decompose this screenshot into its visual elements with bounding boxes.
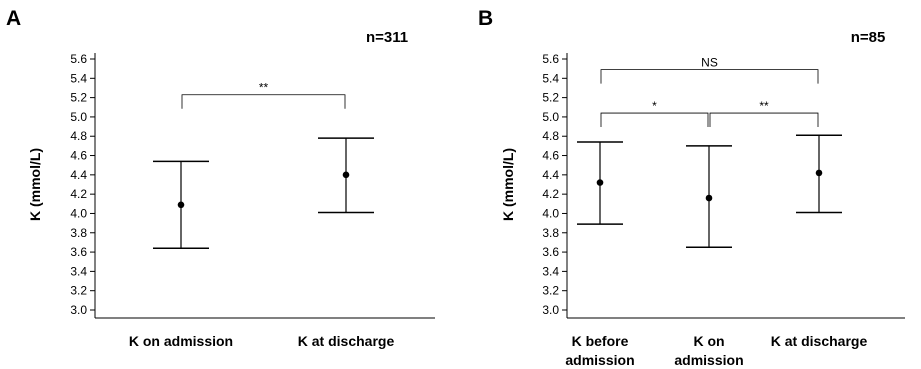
y-tick-label: 5.2 (70, 91, 87, 105)
panel-label: B (478, 7, 493, 30)
y-tick-label: 4.2 (70, 187, 87, 201)
sample-size-label: n=311 (366, 29, 408, 46)
y-tick-label: 3.6 (70, 245, 87, 259)
x-category-label: K before (572, 333, 629, 349)
x-category-label: K at discharge (298, 333, 395, 349)
significance-bracket (181, 94, 346, 109)
significance-label: ** (759, 99, 769, 113)
significance-bracket (600, 112, 709, 128)
y-tick-label: 4.4 (70, 168, 87, 182)
mean-point (342, 171, 350, 179)
panel-label: A (6, 7, 21, 30)
chart-panel-a: An=311 K (mmol/L) 3.0 3.2 3.4 3.6 3.8 4.0 4.2 4.4… (6, 7, 435, 349)
y-tick-label: 4.6 (542, 149, 559, 163)
y-tick-label: 3.2 (542, 284, 559, 298)
y-tick-label: 4.6 (70, 149, 87, 163)
x-category-label: K at discharge (771, 333, 868, 349)
mean-point (177, 201, 185, 209)
y-tick-label: 5.6 (70, 52, 87, 66)
chart-panel-b: Bn=85 K (mmol/L) 3.0 3.2 3.4 3.6 3.8 4.0 4.2 4.4 4… (478, 7, 905, 368)
y-tick-label: 4.0 (70, 206, 87, 220)
y-tick-label: 4.4 (542, 168, 559, 182)
y-tick-label: 5.0 (542, 110, 559, 124)
y-tick-label: 4.0 (542, 206, 559, 220)
mean-point (705, 194, 713, 202)
significance-bracket (709, 112, 819, 128)
x-category-label: K on (693, 333, 724, 349)
x-category-label: K on admission (129, 333, 233, 349)
y-tick-label: 4.8 (542, 129, 559, 143)
y-tick-label: 5.0 (70, 110, 87, 124)
y-tick-label: 3.8 (70, 226, 87, 240)
significance-label: * (652, 99, 657, 113)
y-tick-label: 5.4 (70, 71, 87, 85)
y-tick-label: 5.4 (542, 71, 559, 85)
y-tick-label: 5.6 (542, 52, 559, 66)
y-tick-label: 3.2 (70, 284, 87, 298)
significance-label: NS (701, 56, 718, 70)
y-tick-label: 3.4 (70, 264, 87, 278)
y-tick-label: 4.8 (70, 129, 87, 143)
y-tick-label: 5.2 (542, 91, 559, 105)
mean-point (815, 169, 823, 177)
x-category-label: admission (565, 352, 634, 368)
y-tick-label: 4.2 (542, 187, 559, 201)
x-category-label: admission (674, 352, 743, 368)
y-tick-label: 3.4 (542, 264, 559, 278)
y-axis-label: K (mmol/L) (27, 148, 43, 221)
y-tick-label: 3.6 (542, 245, 559, 259)
y-axis-label: K (mmol/L) (500, 148, 516, 221)
mean-point (596, 179, 604, 186)
significance-bracket (600, 69, 819, 84)
y-tick-label: 3.0 (70, 303, 87, 317)
y-tick-label: 3.8 (542, 226, 559, 240)
significance-label: ** (259, 81, 269, 95)
y-tick-label: 3.0 (542, 303, 559, 317)
sample-size-label: n=85 (851, 29, 886, 46)
